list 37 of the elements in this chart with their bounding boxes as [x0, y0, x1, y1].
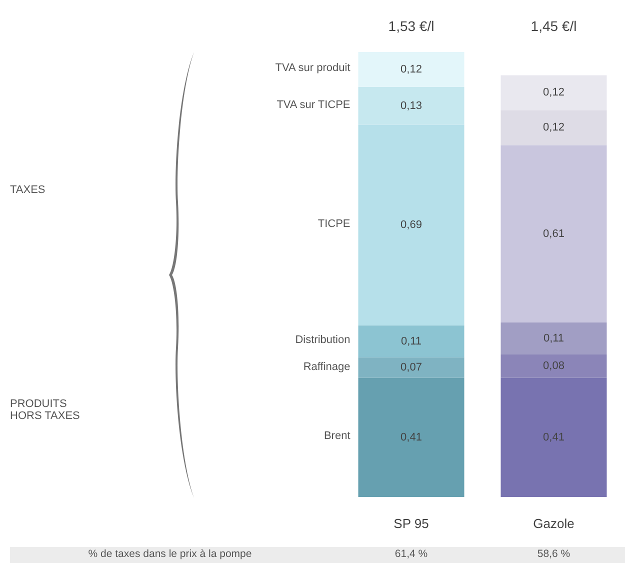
bar	[500, 322, 607, 354]
data-label: 0,12	[400, 63, 422, 76]
data-label: 0,69	[400, 219, 422, 232]
text: 58,6 %	[536, 548, 572, 560]
text: 61,4 %	[394, 548, 429, 560]
data-label: 0,07	[400, 362, 422, 374]
series-label: Raffinage	[302, 360, 350, 373]
data-label: 0,61	[543, 228, 564, 240]
bar	[358, 357, 464, 378]
text: % de taxes dans le prix à la pompe	[87, 548, 253, 560]
series-label: TVA sur TICPE	[276, 98, 350, 111]
series-label: TVA sur produit	[274, 62, 350, 74]
text: PRODUITS HORS TAXES	[10, 398, 80, 422]
bar	[358, 124, 464, 326]
series-label: Distribution	[294, 334, 350, 346]
data-label: 0,11	[400, 335, 422, 348]
bar	[500, 378, 607, 497]
x-tick-label: Gazole	[533, 516, 574, 531]
data-label: 0,12	[543, 122, 564, 134]
text: TAXES	[10, 184, 46, 196]
data-label: 0,12	[543, 86, 564, 99]
bar	[358, 325, 464, 358]
series-label: Brent	[322, 430, 350, 442]
series-label: TICPE	[316, 218, 350, 230]
data-label: 0,41	[543, 431, 564, 444]
bar	[358, 86, 464, 125]
data-label: 0,13	[400, 100, 422, 112]
bar	[500, 145, 607, 322]
data-label: 0,08	[543, 360, 564, 372]
data-label: 0,41	[400, 431, 422, 444]
data-label: 0,11	[543, 332, 564, 344]
bar	[358, 52, 464, 87]
total-label: 1,53 €/l	[387, 18, 436, 34]
bar	[500, 354, 607, 378]
total-label: 1,45 €/l	[530, 18, 578, 34]
x-tick-label: SP 95	[394, 516, 429, 531]
bar	[358, 378, 464, 497]
